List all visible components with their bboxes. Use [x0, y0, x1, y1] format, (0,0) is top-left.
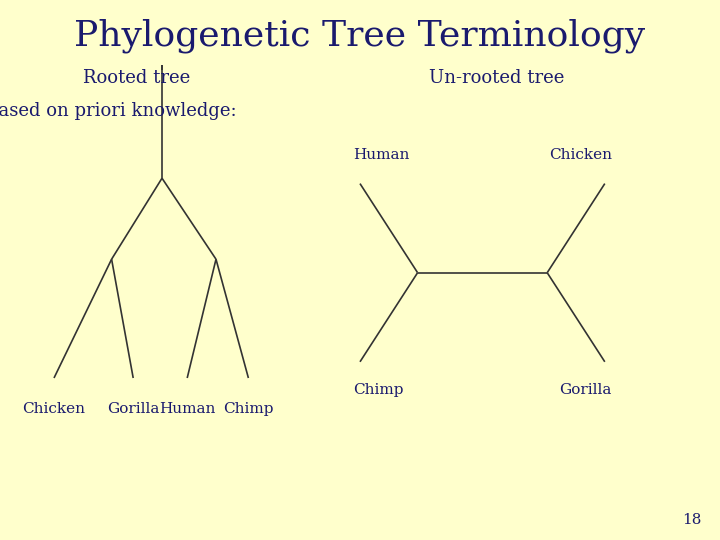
- Text: based on priori knowledge:: based on priori knowledge:: [0, 102, 236, 120]
- Text: Chimp: Chimp: [223, 402, 274, 416]
- Text: Gorilla: Gorilla: [559, 383, 612, 397]
- Text: Human: Human: [353, 148, 409, 162]
- Text: Phylogenetic Tree Terminology: Phylogenetic Tree Terminology: [74, 19, 646, 53]
- Text: Rooted tree: Rooted tree: [84, 69, 190, 87]
- Text: Human: Human: [159, 402, 215, 416]
- Text: Chimp: Chimp: [353, 383, 403, 397]
- Text: Gorilla: Gorilla: [107, 402, 159, 416]
- Text: Un-rooted tree: Un-rooted tree: [429, 69, 564, 87]
- Text: 18: 18: [683, 512, 702, 526]
- Text: Chicken: Chicken: [549, 148, 612, 162]
- Text: Chicken: Chicken: [22, 402, 86, 416]
